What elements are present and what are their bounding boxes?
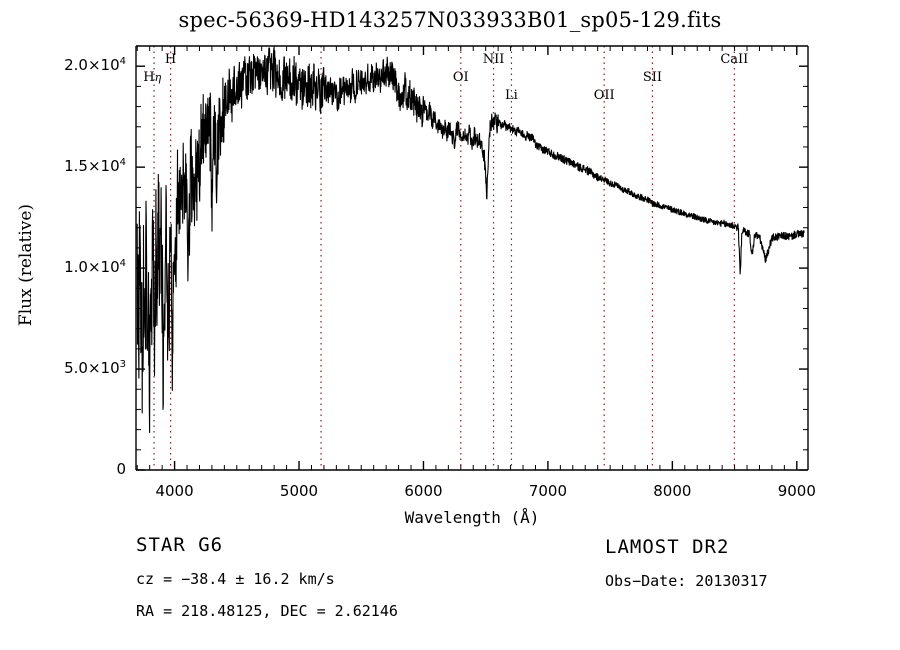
x-tick-label: 6000 bbox=[404, 482, 443, 500]
x-tick-label: 9000 bbox=[777, 482, 816, 500]
y-tick-label: 2.0×104 bbox=[64, 56, 126, 75]
spectral-line-markers bbox=[153, 46, 735, 470]
star-classification: STAR G6 bbox=[136, 534, 224, 556]
spectral-line-label: Hη bbox=[143, 70, 162, 85]
y-tick-label: 1.5×104 bbox=[64, 157, 126, 176]
spectral-line-label: SII bbox=[642, 70, 663, 85]
spectrum-trace bbox=[136, 47, 805, 434]
observation-date: Obs−Date: 20130317 bbox=[605, 572, 768, 590]
redshift-velocity: cz = −38.4 ± 16.2 km/s bbox=[136, 570, 335, 588]
spectral-line-label: H bbox=[164, 52, 177, 67]
x-axis-title: Wavelength (Å) bbox=[404, 508, 540, 527]
spectral-line-label: NII bbox=[482, 52, 505, 67]
x-tick-label: 7000 bbox=[528, 482, 567, 500]
axis-frame bbox=[135, 45, 809, 471]
spectral-line-label: OII bbox=[593, 88, 615, 103]
y-tick-label: 1.0×104 bbox=[64, 258, 126, 277]
coordinates: RA = 218.48125, DEC = 2.62146 bbox=[136, 602, 398, 620]
y-tick-label: 0 bbox=[116, 460, 126, 478]
x-tick-label: 5000 bbox=[279, 482, 319, 500]
x-tick-label: 8000 bbox=[653, 482, 692, 500]
spectral-line-label: OI bbox=[452, 70, 469, 85]
x-tick-label: 4000 bbox=[155, 482, 194, 500]
survey-label: LAMOST DR2 bbox=[605, 536, 730, 558]
spectral-line-label: CaII bbox=[720, 52, 749, 67]
y-tick-label: 5.0×103 bbox=[64, 359, 126, 378]
spectral-line-label: Li bbox=[505, 88, 518, 103]
page-title: spec-56369-HD143257N033933B01_sp05-129.f… bbox=[178, 8, 722, 32]
